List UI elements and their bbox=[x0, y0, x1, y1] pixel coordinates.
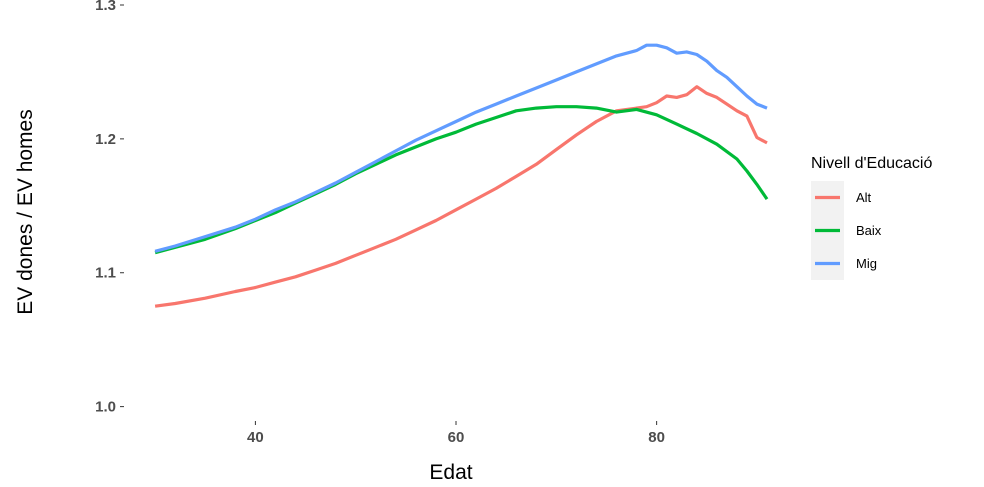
x-tick-label: 80 bbox=[648, 429, 665, 446]
y-tick-label: 1.0 bbox=[95, 399, 116, 416]
y-tick-label: 1.3 bbox=[95, 0, 116, 14]
legend-label-alt: Alt bbox=[856, 190, 872, 205]
y-axis: 1.0 1.1 1.2 1.3 bbox=[95, 0, 124, 416]
x-tick-label: 60 bbox=[448, 429, 465, 446]
x-axis-title: Edat bbox=[429, 461, 472, 484]
series-line-alt bbox=[154, 85, 768, 308]
y-axis-title: EV dones / EV homes bbox=[14, 109, 37, 314]
plot-area bbox=[154, 43, 769, 308]
series-line-baix bbox=[154, 105, 769, 255]
legend-label-baix: Baix bbox=[856, 223, 882, 238]
x-tick-label: 40 bbox=[247, 429, 264, 446]
x-axis: 40 60 80 bbox=[247, 421, 665, 446]
y-tick-label: 1.1 bbox=[95, 265, 116, 282]
legend-label-mig: Mig bbox=[856, 256, 877, 271]
series-line-mig bbox=[154, 43, 768, 253]
legend-title: Nivell d'Educació bbox=[811, 155, 932, 172]
legend: Nivell d'Educació Alt Baix Mig bbox=[811, 155, 932, 280]
y-tick-label: 1.2 bbox=[95, 131, 116, 148]
